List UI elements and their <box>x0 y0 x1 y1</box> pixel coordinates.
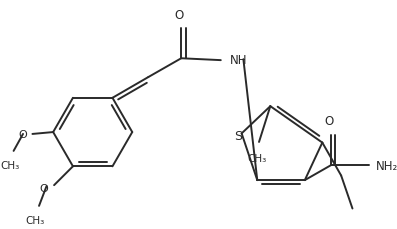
Text: O: O <box>40 183 48 193</box>
Text: CH₃: CH₃ <box>26 215 45 225</box>
Text: NH₂: NH₂ <box>376 160 397 173</box>
Text: O: O <box>175 8 184 22</box>
Text: NH: NH <box>230 53 248 66</box>
Text: CH₃: CH₃ <box>0 161 19 171</box>
Text: S: S <box>234 129 242 142</box>
Text: O: O <box>325 115 334 128</box>
Text: CH₃: CH₃ <box>247 154 267 164</box>
Text: O: O <box>18 129 27 139</box>
